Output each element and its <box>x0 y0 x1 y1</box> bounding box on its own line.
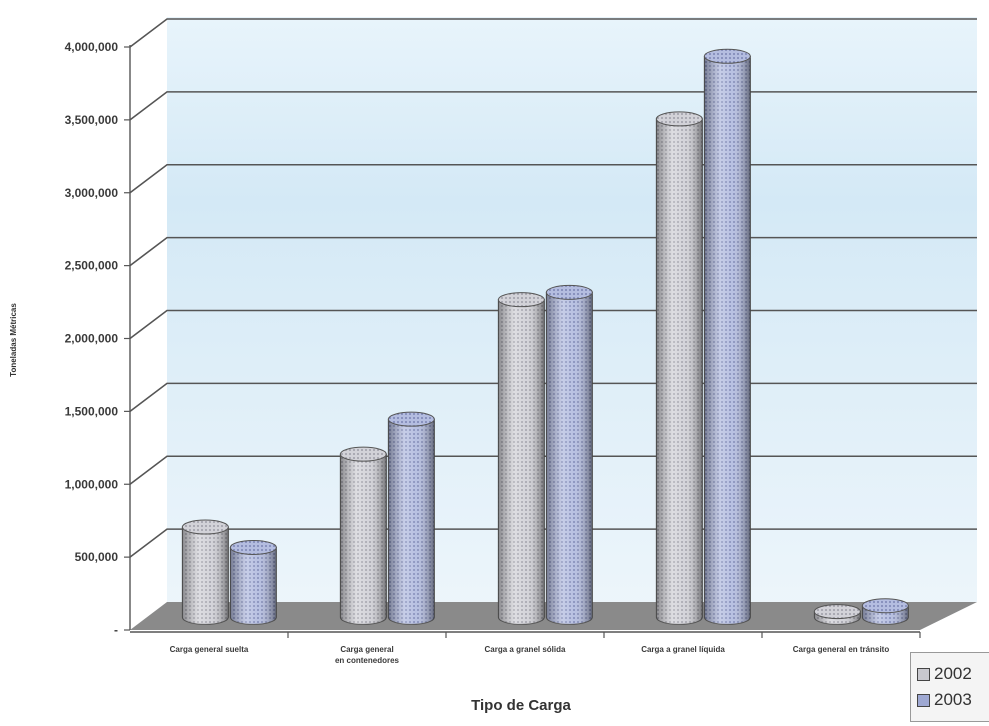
bar-shading <box>546 292 593 625</box>
x-tick-label: Carga a granel sólida <box>485 645 566 654</box>
bar-cap <box>229 539 277 555</box>
bar-shading <box>388 419 435 625</box>
y-tick-label: 2,000,000 <box>65 332 119 346</box>
bar-cap <box>703 48 751 64</box>
legend-item-2002: 2002 <box>917 661 985 687</box>
bar-2002 <box>655 111 703 625</box>
legend-item-2003: 2003 <box>917 687 985 713</box>
legend: 2002 2003 <box>910 652 989 722</box>
bar-2003 <box>387 411 435 625</box>
bar-shading <box>498 299 545 625</box>
bar-2003 <box>229 539 277 625</box>
bar-cap <box>813 604 861 620</box>
y-tick-label: 1,500,000 <box>65 404 119 418</box>
bar-shading <box>704 56 751 625</box>
x-tick-label: Carga general en tránsito <box>793 645 890 654</box>
y-axis-title: Toneladas Métricas <box>9 303 18 377</box>
bar-shading <box>182 527 229 625</box>
y-tick-label: 2,500,000 <box>65 259 119 273</box>
bar-2002 <box>813 604 861 625</box>
legend-label-2003: 2003 <box>934 690 972 709</box>
bar-2002 <box>181 519 229 625</box>
bar-shading <box>340 454 387 625</box>
y-tick-label: 1,000,000 <box>65 477 119 491</box>
bars <box>181 48 909 625</box>
gridline <box>129 18 977 48</box>
legend-swatch-2002 <box>917 667 930 681</box>
y-tick-label: 3,500,000 <box>65 113 119 127</box>
bar-cap <box>181 519 229 535</box>
bar-2003 <box>703 48 751 625</box>
bar-2002 <box>497 292 545 625</box>
y-tick-label: 500,000 <box>75 550 119 564</box>
y-tick-label: 4,000,000 <box>65 40 119 54</box>
bar-shading <box>656 118 703 625</box>
x-tick-label: Carga a granel líquida <box>641 645 725 654</box>
bar-2002 <box>339 446 387 625</box>
bar-cap <box>545 284 593 300</box>
legend-label-2002: 2002 <box>934 664 972 683</box>
axes: - 500,000 1,000,000 1,500,000 2,000,000 2,500… <box>65 40 921 665</box>
bar-cap <box>497 292 545 308</box>
bar-cap <box>339 446 387 462</box>
legend-swatch-2003 <box>917 693 930 707</box>
x-axis-title: Tipo de Carga <box>471 697 571 714</box>
y-tick-label: 3,000,000 <box>65 186 119 200</box>
x-tick-label: Carga general en contenedores <box>335 645 400 665</box>
bar-shading <box>230 547 277 625</box>
y-tick-label: - <box>114 623 118 637</box>
bar-cap <box>387 411 435 427</box>
bar-2003 <box>545 284 593 625</box>
x-tick-label: Carga general suelta <box>170 645 249 654</box>
bar-cap <box>655 111 703 127</box>
bar-2003 <box>861 598 909 625</box>
bar-cap <box>861 598 909 614</box>
